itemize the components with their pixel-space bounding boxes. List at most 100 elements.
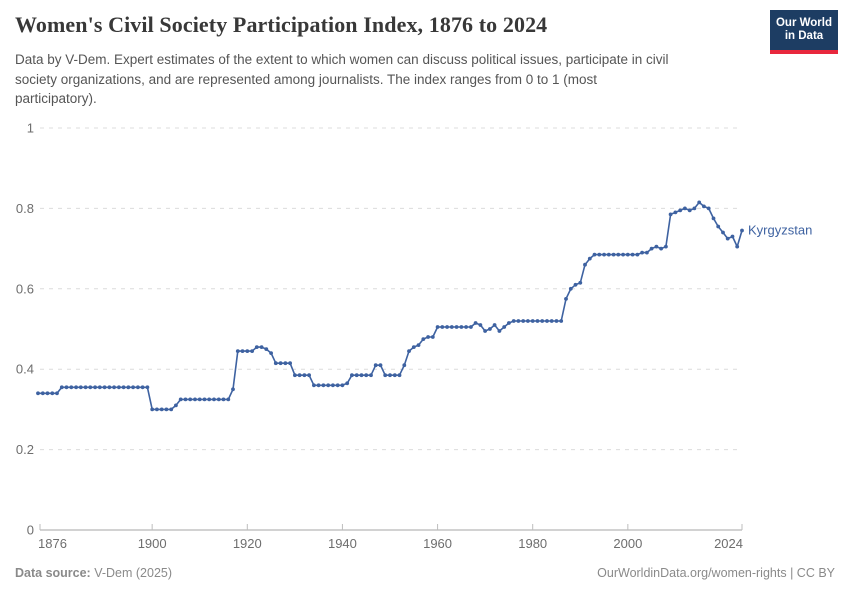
data-point[interactable] [254, 345, 259, 349]
data-point[interactable] [240, 349, 245, 353]
data-point[interactable] [136, 385, 140, 390]
data-point[interactable] [235, 349, 240, 353]
data-point[interactable] [131, 385, 136, 390]
data-point[interactable] [511, 319, 516, 323]
data-point[interactable] [397, 373, 402, 378]
data-point[interactable] [335, 383, 340, 388]
series-kyrgyzstan[interactable]: Kyrgyzstan [36, 200, 812, 412]
data-point[interactable] [421, 337, 426, 341]
data-point[interactable] [583, 262, 587, 267]
data-point[interactable] [264, 347, 269, 351]
data-point[interactable] [625, 252, 630, 257]
data-point[interactable] [649, 246, 654, 251]
data-point[interactable] [78, 385, 83, 390]
data-point[interactable] [483, 329, 487, 333]
data-point[interactable] [193, 397, 197, 402]
data-point[interactable] [202, 397, 207, 402]
data-point[interactable] [492, 323, 497, 327]
data-point[interactable] [316, 383, 321, 388]
data-point[interactable] [640, 250, 644, 255]
data-point[interactable] [321, 383, 326, 388]
data-point[interactable] [283, 361, 288, 366]
data-point[interactable] [97, 385, 102, 390]
data-point[interactable] [630, 252, 635, 257]
data-point[interactable] [150, 407, 155, 412]
data-point[interactable] [378, 363, 383, 368]
data-point[interactable] [664, 244, 668, 249]
data-point[interactable] [697, 200, 702, 205]
data-point[interactable] [530, 319, 535, 323]
data-point[interactable] [312, 383, 316, 388]
data-point[interactable] [278, 361, 283, 366]
data-point[interactable] [159, 407, 164, 412]
data-point[interactable] [502, 325, 507, 329]
owid-link[interactable]: OurWorldinData.org/women-rights [597, 566, 787, 580]
data-point[interactable] [464, 325, 468, 329]
data-point[interactable] [716, 224, 721, 229]
data-point[interactable] [331, 383, 335, 388]
data-point[interactable] [521, 319, 526, 323]
data-point[interactable] [297, 373, 302, 378]
data-point[interactable] [164, 407, 169, 412]
data-point[interactable] [445, 325, 449, 329]
data-point[interactable] [706, 206, 711, 211]
data-point[interactable] [83, 385, 88, 390]
data-point[interactable] [369, 373, 373, 378]
data-point[interactable] [611, 252, 616, 257]
data-point[interactable] [326, 383, 331, 388]
data-point[interactable] [602, 252, 606, 257]
data-point[interactable] [88, 385, 93, 390]
data-point[interactable] [426, 335, 430, 339]
data-point[interactable] [683, 206, 687, 211]
data-point[interactable] [392, 373, 397, 378]
data-point[interactable] [673, 210, 678, 215]
data-point[interactable] [354, 373, 359, 378]
data-point[interactable] [212, 397, 216, 402]
data-point[interactable] [430, 335, 435, 339]
data-point[interactable] [554, 319, 559, 323]
data-point[interactable] [45, 391, 50, 396]
data-point[interactable] [302, 373, 307, 378]
data-point[interactable] [259, 345, 264, 349]
data-point[interactable] [526, 319, 530, 323]
data-point[interactable] [269, 351, 273, 355]
data-point[interactable] [735, 244, 740, 249]
data-point[interactable] [183, 397, 188, 402]
data-point[interactable] [140, 385, 145, 390]
data-point[interactable] [112, 385, 116, 390]
data-point[interactable] [535, 319, 540, 323]
data-point[interactable] [273, 361, 278, 366]
data-point[interactable] [350, 373, 354, 378]
data-point[interactable] [454, 325, 459, 329]
data-point[interactable] [93, 385, 97, 390]
data-point[interactable] [507, 321, 511, 325]
data-point[interactable] [188, 397, 193, 402]
data-point[interactable] [469, 325, 473, 329]
data-point[interactable] [692, 206, 697, 211]
data-point[interactable] [126, 385, 131, 390]
data-point[interactable] [59, 385, 64, 390]
series-end-label[interactable]: Kyrgyzstan [748, 223, 812, 238]
data-point[interactable] [221, 397, 226, 402]
data-point[interactable] [373, 363, 378, 368]
data-point[interactable] [473, 321, 478, 325]
data-point[interactable] [69, 385, 74, 390]
data-point[interactable] [74, 385, 78, 390]
data-point[interactable] [107, 385, 112, 390]
data-line[interactable] [38, 201, 743, 411]
data-point[interactable] [659, 246, 663, 251]
data-point[interactable] [383, 373, 388, 378]
data-point[interactable] [55, 391, 59, 396]
data-point[interactable] [678, 208, 683, 213]
data-point[interactable] [711, 216, 716, 221]
data-point[interactable] [606, 252, 611, 257]
data-point[interactable] [621, 252, 625, 257]
owid-logo[interactable]: Our World in Data [770, 10, 838, 54]
data-point[interactable] [245, 349, 250, 353]
data-point[interactable] [564, 297, 568, 301]
data-point[interactable] [587, 256, 592, 261]
data-point[interactable] [340, 383, 345, 388]
data-point[interactable] [197, 397, 202, 402]
data-point[interactable] [40, 391, 45, 396]
data-point[interactable] [645, 250, 649, 255]
